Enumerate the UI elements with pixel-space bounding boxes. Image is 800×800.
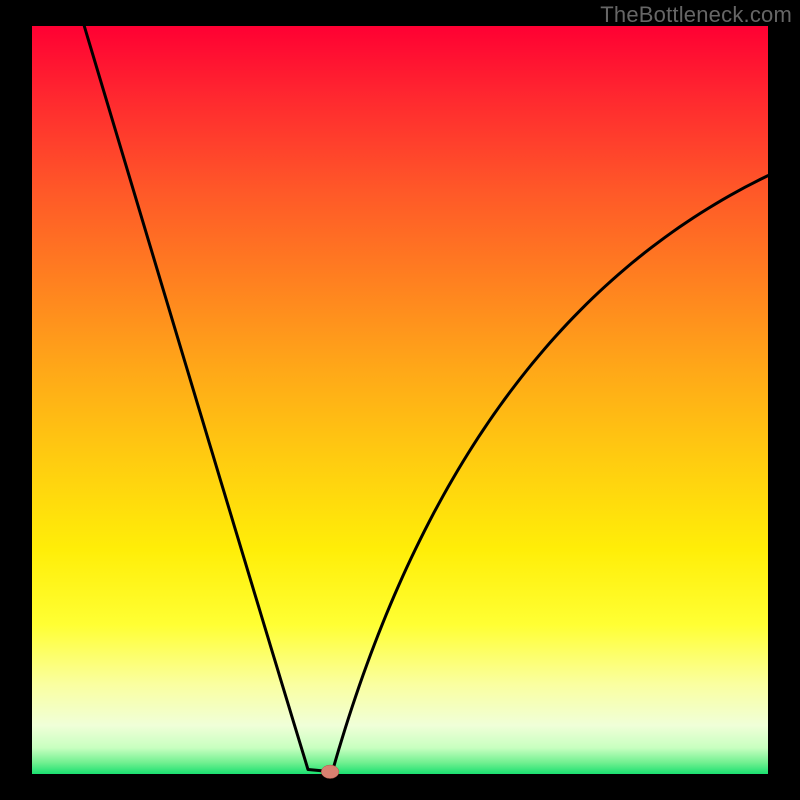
bottleneck-curve-plot — [0, 0, 800, 800]
chart-container: TheBottleneck.com — [0, 0, 800, 800]
watermark-text: TheBottleneck.com — [600, 2, 792, 28]
plot-background — [32, 26, 768, 774]
optimal-point-marker — [321, 765, 339, 778]
